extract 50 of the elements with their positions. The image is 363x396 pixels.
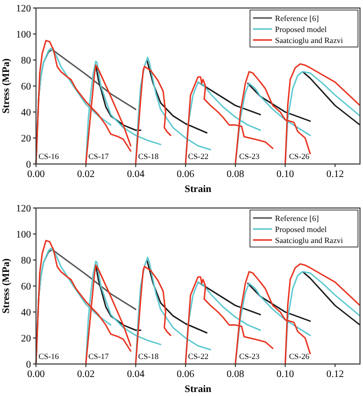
annotation: CS-18 (138, 352, 159, 361)
annotation: CS-16 (38, 152, 59, 161)
y-tick-label: 80 (21, 56, 31, 66)
legend-label: Proposed model (275, 225, 328, 234)
x-tick-label: 0.02 (77, 169, 95, 180)
annotation: CS-16 (38, 352, 59, 361)
annotation: CS-18 (138, 152, 159, 161)
y-tick-label: 40 (21, 308, 31, 318)
x-tick-label: 0.12 (326, 169, 344, 180)
x-tick-label: 0.10 (276, 169, 294, 180)
x-tick-label: 0.10 (276, 369, 294, 380)
x-tick-label: 0.00 (27, 169, 45, 180)
y-tick-label: 60 (21, 82, 31, 92)
legend-label: Saatcioglu and Razvi (275, 236, 344, 245)
y-tick-label: 120 (16, 204, 31, 214)
x-tick-label: 0.06 (176, 369, 194, 380)
y-tick-label: 0 (26, 160, 31, 170)
y-tick-label: 20 (21, 334, 31, 344)
annotation: CS-26 (288, 352, 310, 361)
annotation: CS-26 (288, 152, 310, 161)
x-axis-title: Strain (184, 184, 212, 195)
y-tick-label: 100 (16, 230, 31, 240)
x-tick-label: 0.02 (77, 369, 95, 380)
y-axis-title: Stress (MPa) (1, 258, 12, 314)
y-tick-label: 120 (16, 4, 31, 14)
y-tick-label: 80 (21, 256, 31, 266)
x-tick-label: 0.08 (226, 169, 244, 180)
legend-label: Saatcioglu and Razvi (275, 36, 344, 45)
legend-label: Proposed model (275, 25, 328, 34)
y-tick-label: 60 (21, 282, 31, 292)
y-tick-label: 20 (21, 134, 31, 144)
annotation: CS-22 (188, 152, 208, 161)
y-axis-title: Stress (MPa) (1, 58, 12, 114)
x-tick-label: 0.08 (226, 369, 244, 380)
y-tick-label: 40 (21, 108, 31, 118)
legend-label: Reference [6] (275, 214, 320, 223)
x-tick-label: 0.04 (126, 369, 144, 380)
annotation: CS-22 (188, 352, 208, 361)
annotation: CS-17 (88, 152, 109, 161)
y-tick-label: 0 (26, 360, 31, 370)
annotation: CS-23 (239, 352, 260, 361)
x-tick-label: 0.06 (176, 169, 194, 180)
legend-label: Reference [6] (275, 14, 320, 23)
y-tick-label: 100 (16, 30, 31, 40)
annotation: CS-17 (88, 352, 109, 361)
x-tick-label: 0.04 (126, 169, 144, 180)
x-tick-label: 0.00 (27, 369, 45, 380)
x-tick-label: 0.12 (326, 369, 344, 380)
annotation: CS-23 (239, 152, 260, 161)
x-axis-title: Strain (184, 384, 212, 395)
